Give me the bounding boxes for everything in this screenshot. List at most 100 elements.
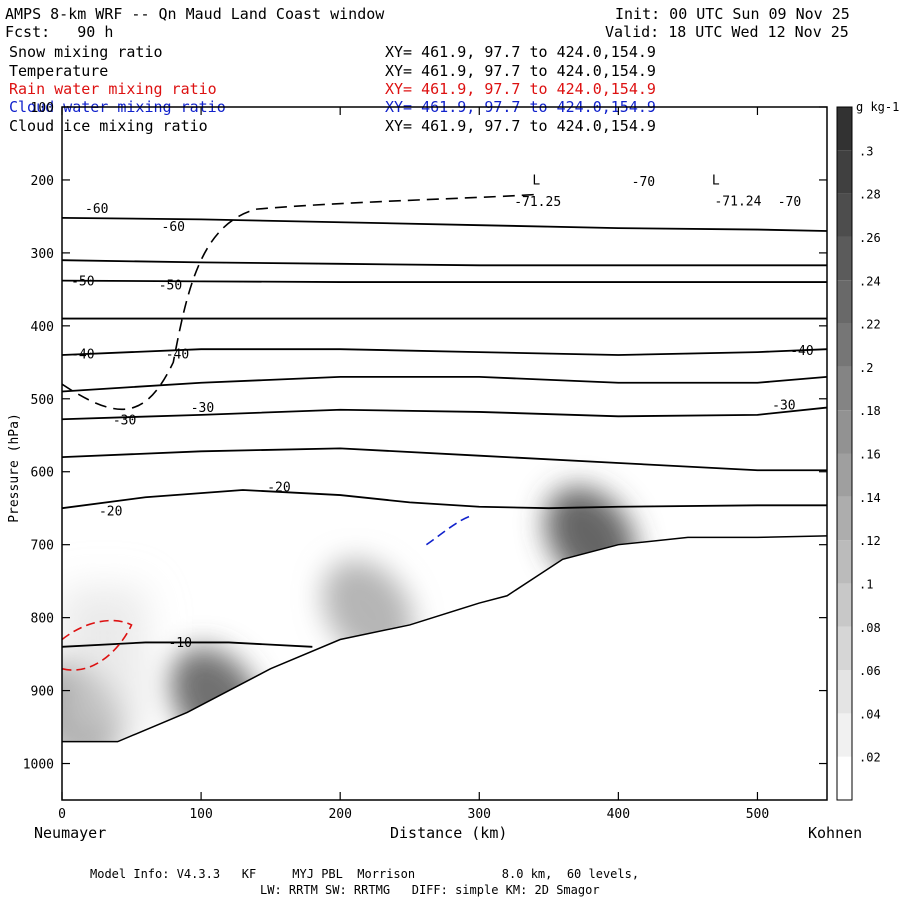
contour-label-4: -40 <box>71 348 94 363</box>
isotherm-9 <box>62 641 313 648</box>
contour-label-18: L <box>712 173 720 188</box>
terrain-fill <box>62 535 827 800</box>
plot-frame <box>61 106 828 801</box>
terrain-surface-line <box>62 535 827 743</box>
contour-label-0: -60 <box>85 202 108 217</box>
contour-label-17: L <box>532 173 540 188</box>
colorbar-label-6: .14 <box>859 491 881 505</box>
contour-label-10: -20 <box>99 505 122 520</box>
contour-labels: -60 -60 -50 -50 -40 -40 -40 -30 -30 -30 -20 -20 -10 -… <box>71 173 814 650</box>
colorbar-label-8: .18 <box>859 404 881 418</box>
colorbar-swatch-1 <box>837 713 852 757</box>
snow-dashed-contour <box>62 193 535 411</box>
y-tick-label-1000: 1000 <box>23 758 54 773</box>
colorbar-swatch-6 <box>837 496 852 541</box>
colorbar-units: g kg-1 <box>856 100 899 114</box>
y-tick-label-400: 400 <box>31 320 54 335</box>
x-tick-label-300: 300 <box>468 807 491 822</box>
colorbar-label-4: .1 <box>859 577 873 591</box>
cloudwater-dashed-contour <box>425 514 473 546</box>
isotherm-8 <box>62 489 827 510</box>
init-time: Init: 00 UTC Sun 09 Nov 25 <box>615 5 850 23</box>
contour-label-8: -30 <box>191 401 214 416</box>
colorbar-swatch-2 <box>837 670 852 714</box>
colorbar-swatch-9 <box>837 366 852 411</box>
contour-label-13: -71.25 <box>514 195 561 210</box>
colorbar-swatch-5 <box>837 540 852 584</box>
y-tick-label-200: 200 <box>31 174 54 189</box>
rain-dashed-contour <box>62 619 133 671</box>
contour-label-6: -40 <box>790 344 813 359</box>
contour-label-1: -60 <box>162 220 185 235</box>
colorbar-label-11: .24 <box>859 274 881 288</box>
colorbar-label-5: .12 <box>859 534 881 548</box>
colorbar-swatch-8 <box>837 410 852 454</box>
colorbar-swatch-7 <box>837 453 852 497</box>
y-axis-label: Pressure (hPa) <box>7 413 22 523</box>
field-xy-temperature: XY= 461.9, 97.7 to 424.0,154.9 <box>385 62 656 80</box>
field-xy-cloud-ice: XY= 461.9, 97.7 to 424.0,154.9 <box>385 117 656 135</box>
y-tick-label-500: 500 <box>31 393 54 408</box>
colorbar-label-13: .28 <box>859 188 881 202</box>
colorbar-frame <box>836 106 853 801</box>
contour-label-9: -30 <box>772 399 795 414</box>
forecast-hour: Fcst: 90 h <box>5 23 114 41</box>
x-tick-label-100: 100 <box>189 807 212 822</box>
y-tick-label-900: 900 <box>31 685 54 700</box>
isotherm-7 <box>62 447 827 472</box>
model-info-line1: Model Info: V4.3.3 KF MYJ PBL Morrison 8… <box>90 867 640 881</box>
field-name-temperature: Temperature <box>9 62 109 80</box>
x-tick-label-400: 400 <box>607 807 630 822</box>
contour-label-11: -20 <box>267 480 290 495</box>
y-tick-label-100: 100 <box>31 101 54 116</box>
y-tick-label-700: 700 <box>31 539 54 554</box>
colorbar-label-14: .3 <box>859 144 873 158</box>
x-axis-label: Distance (km) <box>390 824 508 842</box>
contour-label-3: -50 <box>159 278 182 293</box>
contour-label-2: -50 <box>71 275 94 290</box>
field-xy-snow: XY= 461.9, 97.7 to 424.0,154.9 <box>385 43 656 61</box>
field-name-snow: Snow mixing ratio <box>9 43 163 61</box>
temperature-contours <box>62 193 827 671</box>
field-name-rain: Rain water mixing ratio <box>9 80 217 98</box>
colorbar-label-0: .02 <box>859 751 881 765</box>
model-info-line2: LW: RRTM SW: RRTMG DIFF: simple KM: 2D S… <box>260 883 600 897</box>
colorbar-swatch-12 <box>837 236 852 281</box>
contour-label-14: -70 <box>632 175 655 190</box>
contour-label-16: -70 <box>778 195 801 210</box>
colorbar-label-9: .2 <box>859 361 873 375</box>
colorbar-swatch-15 <box>837 107 852 151</box>
colorbar-label-2: .06 <box>859 664 881 678</box>
field-xy-rain: XY= 461.9, 97.7 to 424.0,154.9 <box>385 80 656 98</box>
valid-time: Valid: 18 UTC Wed 12 Nov 25 <box>605 23 849 41</box>
colorbar-label-7: .16 <box>859 448 881 462</box>
terrain-mask <box>62 535 827 800</box>
x-tick-label-500: 500 <box>746 807 769 822</box>
isotherm-2 <box>62 279 827 283</box>
colorbar-swatch-4 <box>837 583 852 627</box>
contour-label-15: -71.24 <box>714 194 761 209</box>
colorbar-swatch-10 <box>837 323 852 367</box>
colorbar-label-1: .04 <box>859 707 881 721</box>
isotherm-4 <box>62 348 827 356</box>
field-name-cloud-ice: Cloud ice mixing ratio <box>9 117 208 135</box>
y-tick-label-600: 600 <box>31 466 54 481</box>
y-tick-label-300: 300 <box>31 247 54 262</box>
y-tick-label-800: 800 <box>31 612 54 627</box>
axes: 100 200 300 400 500 600 700 800 900 1000 0 100 200 30… <box>23 101 828 822</box>
x-end-label: Kohnen <box>808 824 863 842</box>
contour-label-12: -10 <box>168 636 191 651</box>
contour-label-7: -30 <box>113 413 136 428</box>
colorbar-label-10: .22 <box>859 318 881 332</box>
colorbar-swatch-13 <box>837 193 852 237</box>
colorbar: .02 .04 .06 .08 .1 .12 .14 .16 .18 .2 .22 .24 .26 .28… <box>836 100 899 801</box>
isotherm-5 <box>62 376 827 393</box>
colorbar-swatch-0 <box>837 756 852 800</box>
colorbar-swatch-3 <box>837 626 852 671</box>
x-start-label: Neumayer <box>34 824 107 842</box>
colorbar-swatch-11 <box>837 280 852 324</box>
x-tick-label-200: 200 <box>328 807 351 822</box>
isotherm-1 <box>62 259 827 267</box>
colorbar-label-3: .08 <box>859 621 881 635</box>
